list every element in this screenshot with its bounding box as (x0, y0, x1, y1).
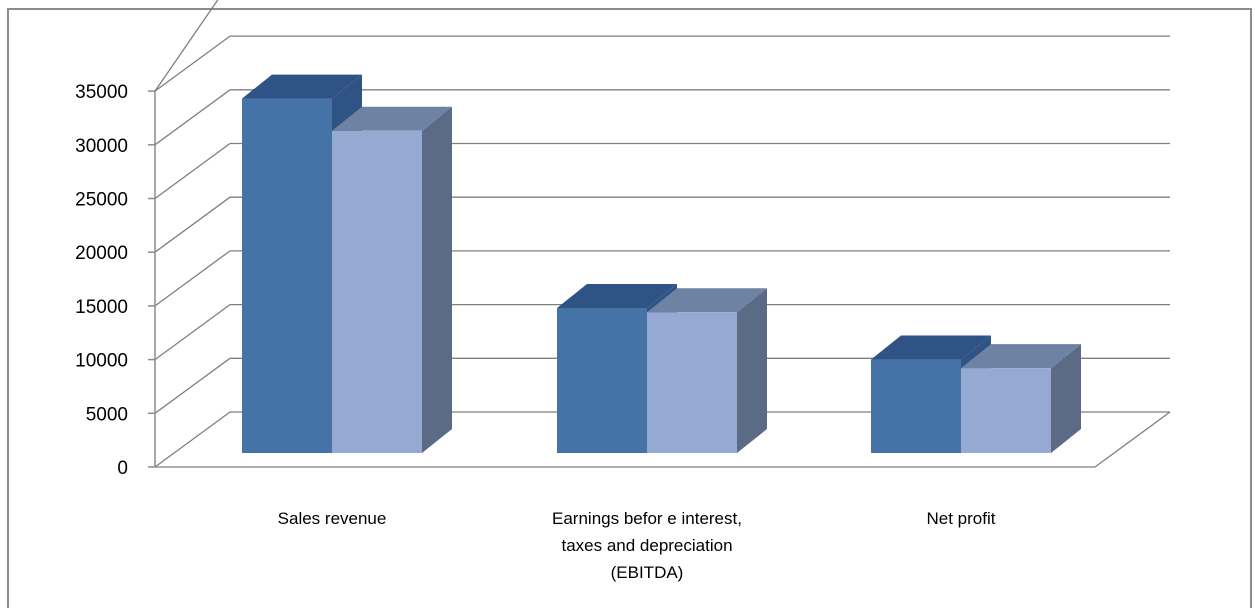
x-category-label-line: (EBITDA) (611, 563, 684, 582)
x-category-label-line: Sales revenue (278, 509, 387, 528)
bar-top-face (961, 344, 1081, 369)
bar-top-face (242, 74, 362, 99)
gridline-side-top (154, 0, 219, 92)
bar-front-face (242, 98, 332, 453)
gridline-side (154, 357, 231, 414)
y-tick-label: 0 (117, 458, 128, 479)
x-category-label-line: taxes and depreciation (561, 536, 732, 555)
bar-top-face (332, 106, 452, 131)
y-tick-label: 35000 (75, 82, 128, 103)
y-tick-label: 30000 (75, 136, 128, 157)
category-labels: Sales revenue Earnings befor e interest, t… (278, 509, 996, 582)
x-category-label-line: Net profit (927, 509, 996, 528)
gridline-30000 (154, 89, 1170, 146)
bar-side-face (1051, 344, 1081, 453)
floor-right-edge (1094, 411, 1171, 468)
y-tick-label: 5000 (86, 404, 128, 425)
chart-frame (7, 8, 1252, 608)
gridline-0 (154, 411, 231, 468)
bar-top-face (871, 335, 991, 360)
bar-front-face (557, 308, 647, 453)
bar-side-face (737, 288, 767, 453)
y-tick-label: 15000 (75, 297, 128, 318)
y-tick-label: 25000 (75, 190, 128, 211)
gridline-side (154, 89, 231, 146)
x-category-label: Earnings befor e interest, taxes and depr… (552, 509, 742, 582)
y-tick-label: 20000 (75, 243, 128, 264)
bar-front-face (332, 130, 422, 454)
bar-series2-cat2 (647, 288, 767, 453)
gridline-side (154, 304, 231, 361)
gridline-side (154, 142, 231, 200)
bar-front-face (961, 368, 1051, 453)
bar-front-face (647, 312, 737, 453)
y-tick-label: 10000 (75, 351, 128, 372)
bar-side-face (422, 106, 452, 454)
bar-series2-cat3 (961, 344, 1081, 453)
gridline-35000 (154, 35, 1170, 92)
bar-top-face (557, 284, 677, 309)
bar-top-face (647, 288, 767, 313)
x-category-label: Sales revenue (278, 509, 387, 528)
y-axis: 0 5000 10000 15000 20000 25000 30000 35000 (75, 82, 156, 479)
x-category-label-line: Earnings befor e interest, (552, 509, 742, 528)
bar-front-face (871, 359, 961, 453)
x-category-label: Net profit (927, 509, 996, 528)
gridline-side (154, 411, 231, 468)
bars (242, 74, 1081, 454)
bar-series2-cat1 (332, 106, 452, 454)
gridline-side (154, 196, 231, 253)
gridline-side (154, 35, 231, 92)
gridline-side (154, 250, 231, 307)
